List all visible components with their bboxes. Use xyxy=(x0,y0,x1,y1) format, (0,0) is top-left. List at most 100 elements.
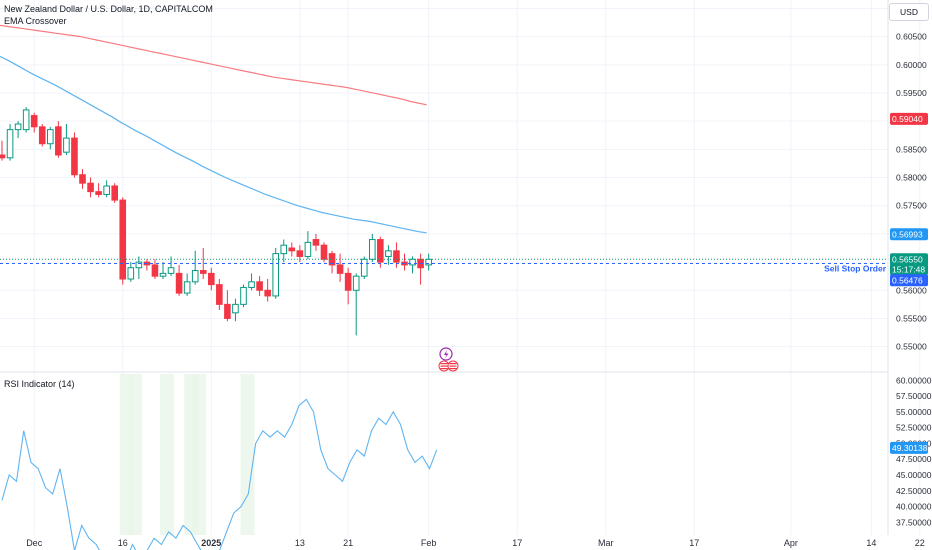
candle-body xyxy=(175,272,183,294)
candle-body xyxy=(199,270,207,274)
indicator-legend-rsi[interactable]: RSI Indicator (14) xyxy=(4,379,75,389)
rsi-tick-label: 52.50000 xyxy=(896,423,932,433)
candle-body xyxy=(119,199,127,280)
candle xyxy=(143,259,151,271)
price-tick-label: 0.55500 xyxy=(896,313,927,323)
candle xyxy=(360,256,368,279)
candle-body xyxy=(103,185,110,195)
time-tick-label: 21 xyxy=(343,538,353,548)
ema-slow-badge: 0.59040 xyxy=(890,112,928,125)
candle xyxy=(30,112,38,133)
time-tick-label: 2025 xyxy=(201,538,221,548)
candle-body xyxy=(22,109,30,131)
candle-body xyxy=(167,267,175,274)
candle-body xyxy=(352,275,360,291)
candle xyxy=(159,262,167,279)
candle-body xyxy=(256,281,263,291)
candle xyxy=(95,183,102,198)
rsi-tick-label: 60.00000 xyxy=(896,375,932,385)
candle-body xyxy=(385,250,392,257)
candle xyxy=(248,273,255,291)
candle-body xyxy=(0,154,6,159)
candle xyxy=(288,242,296,257)
rsi-signal-zone xyxy=(127,374,142,535)
ema-slow-badge-bg xyxy=(890,112,928,125)
candle-body xyxy=(95,191,102,195)
candle-body xyxy=(30,115,38,128)
candle xyxy=(304,231,312,260)
candle-body xyxy=(393,250,400,263)
candle xyxy=(38,124,46,147)
candle-body xyxy=(63,137,70,153)
candle-body xyxy=(272,253,279,297)
time-tick-label: Dec xyxy=(26,538,43,548)
ema-slow-badge-text: 0.59040 xyxy=(892,114,923,124)
candle-body xyxy=(79,174,86,184)
rsi-value-badge-text: 49.30138 xyxy=(892,443,928,453)
candle-body xyxy=(191,270,199,283)
candle xyxy=(224,290,231,322)
candle xyxy=(312,233,320,251)
order-price-badge: 0.56476 xyxy=(890,274,928,287)
time-tick-label: 16 xyxy=(118,538,128,548)
candle-body xyxy=(377,239,384,263)
candle-body xyxy=(111,185,119,201)
candle xyxy=(232,298,239,322)
sell-stop-order-label[interactable]: Sell Stop Order xyxy=(824,263,887,273)
price-tick-label: 0.58000 xyxy=(896,173,927,183)
candle xyxy=(0,140,6,161)
countdown-badge: 15:17:48 xyxy=(890,263,928,276)
candle-body xyxy=(216,284,223,305)
candle xyxy=(71,132,78,178)
candle-body xyxy=(208,272,215,286)
candle-body xyxy=(312,239,320,246)
rsi-tick-label: 40.00000 xyxy=(896,502,932,512)
candle xyxy=(377,236,384,268)
axes: 0.610000.605000.600000.595000.590000.585… xyxy=(26,3,932,548)
rsi-value-badge-bg xyxy=(890,441,928,454)
currency-button[interactable]: USD xyxy=(889,3,929,21)
us-flag-icon[interactable] xyxy=(447,360,459,372)
candle xyxy=(22,107,30,133)
price-tick-label: 0.55000 xyxy=(896,342,927,352)
indicator-legend-ema[interactable]: EMA Crossover xyxy=(4,16,67,26)
candle xyxy=(199,248,207,279)
candle xyxy=(369,233,376,263)
candle-body xyxy=(336,264,344,274)
lightning-event-icon[interactable] xyxy=(439,347,453,361)
last-price-badge: 0.56550 xyxy=(890,253,928,266)
candle xyxy=(409,256,416,274)
rsi-value-badge: 49.30138 xyxy=(890,441,928,454)
candle xyxy=(55,121,62,158)
candle xyxy=(425,253,432,271)
countdown-badge-text: 15:17:48 xyxy=(892,264,925,274)
candle-body xyxy=(328,253,336,266)
price-tick-label: 0.57500 xyxy=(896,201,927,211)
candle-body xyxy=(38,126,46,145)
countdown-badge-bg xyxy=(890,263,928,276)
order-line-group[interactable]: Sell Stop Order xyxy=(0,258,888,273)
rsi-signal-zone xyxy=(240,374,255,535)
candle xyxy=(63,124,70,155)
price-tick-label: 0.60000 xyxy=(896,60,927,70)
candle xyxy=(264,279,271,302)
candle-body xyxy=(71,137,78,176)
time-tick-label: Apr xyxy=(784,538,798,548)
rsi-tick-label: 57.50000 xyxy=(896,391,932,401)
candle xyxy=(87,177,94,198)
candle-body xyxy=(183,281,191,294)
ema-fast-line xyxy=(0,55,427,234)
ema-fast-badge-text: 0.56993 xyxy=(892,229,923,239)
time-tick-label: Mar xyxy=(598,538,614,548)
rsi-tick-label: 42.50000 xyxy=(896,486,932,496)
candle-body xyxy=(87,182,94,193)
symbol-title[interactable]: New Zealand Dollar / U.S. Dollar, 1D, CA… xyxy=(4,4,213,14)
candle xyxy=(296,245,304,263)
candle-body xyxy=(14,123,22,131)
candle-body xyxy=(232,303,239,314)
candle-body xyxy=(151,264,159,277)
price-tick-label: 0.60500 xyxy=(896,32,927,42)
ema-fast-badge: 0.56993 xyxy=(890,228,928,241)
